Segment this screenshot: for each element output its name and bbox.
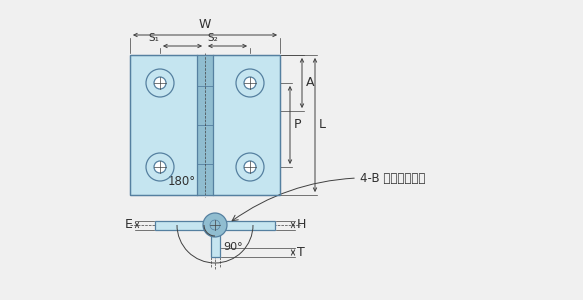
Text: A: A — [306, 76, 314, 89]
Circle shape — [244, 161, 256, 173]
Text: T: T — [297, 246, 305, 259]
Text: 90°: 90° — [223, 242, 243, 252]
Circle shape — [154, 77, 166, 89]
Text: S₁: S₁ — [148, 33, 159, 43]
Bar — [225, 220, 275, 230]
Bar — [210, 235, 220, 257]
Circle shape — [244, 77, 256, 89]
Text: P: P — [294, 118, 301, 131]
Bar — [155, 220, 205, 230]
Bar — [130, 55, 205, 195]
Text: E: E — [125, 218, 133, 232]
Text: W: W — [199, 18, 211, 31]
Circle shape — [203, 213, 227, 237]
Bar — [197, 55, 213, 195]
Text: S₂: S₂ — [207, 33, 217, 43]
Text: 4-B サラボルト用: 4-B サラボルト用 — [360, 172, 426, 184]
Text: H: H — [297, 218, 307, 232]
Text: 180°: 180° — [168, 175, 196, 188]
Bar — [205, 55, 280, 195]
Circle shape — [154, 161, 166, 173]
Text: L: L — [319, 118, 326, 131]
Bar — [130, 55, 280, 195]
